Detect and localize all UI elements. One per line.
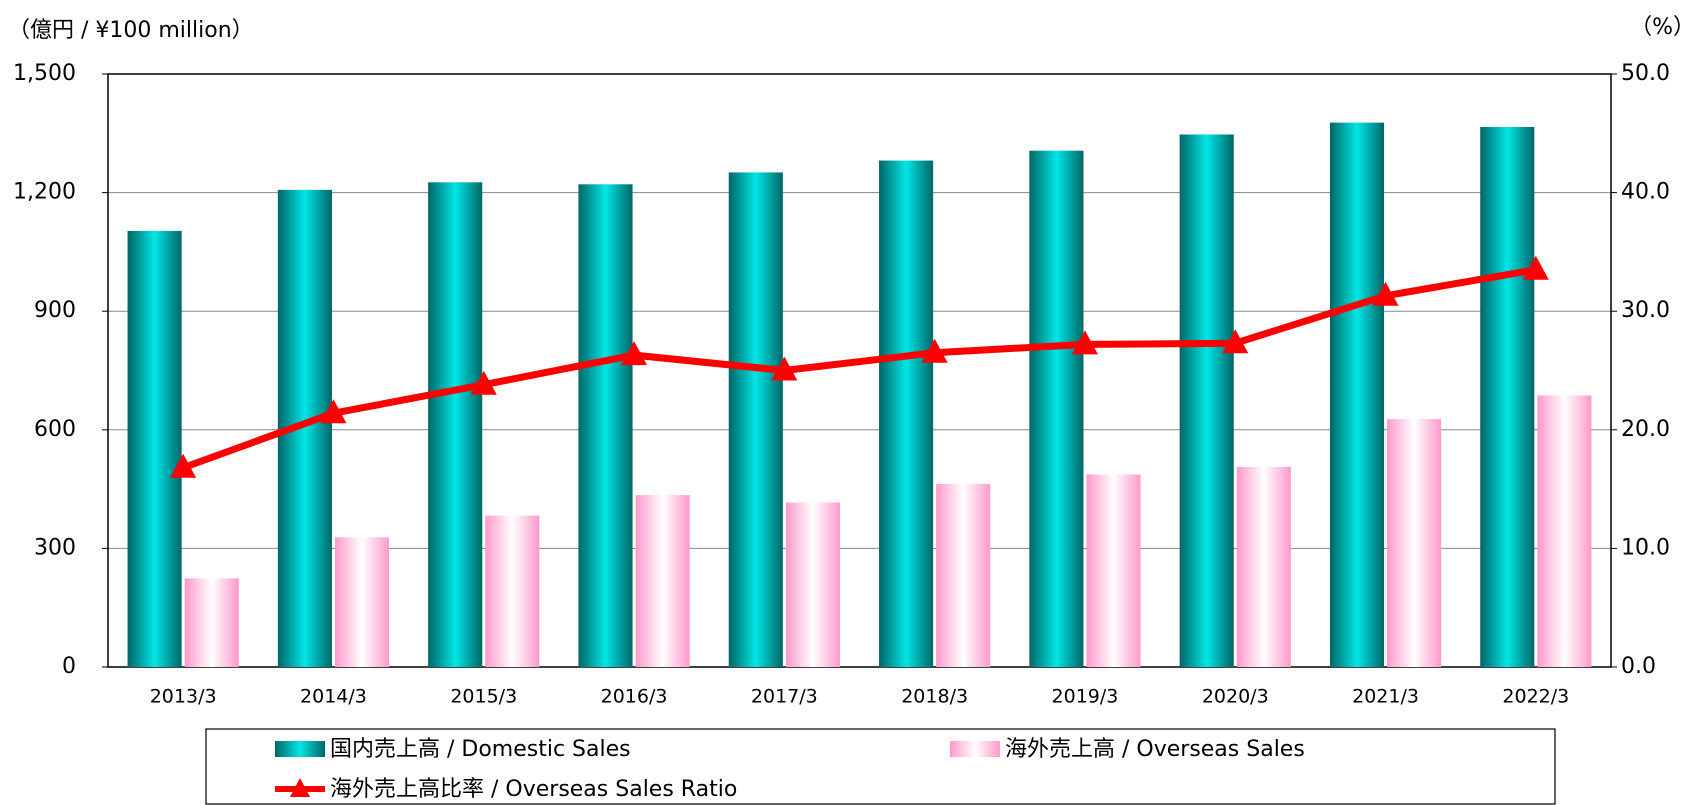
bar [1179,134,1234,668]
x-tick-label: 2016/3 [601,686,668,708]
bar [728,172,783,668]
line-marker [621,341,648,366]
line-marker [921,338,948,363]
line-marker [470,370,497,395]
y-tick-label: 900 [34,298,76,323]
line [181,266,1537,472]
legend-swatch [275,741,325,757]
y-tick-label: 0 [62,654,76,679]
bar [1537,395,1592,667]
y2-axis-label: （%） [1630,15,1695,40]
line-marker [771,356,798,381]
line-marker [170,453,197,478]
bar [485,515,540,667]
y-tick-label: 600 [34,417,76,442]
legend-label: 国内売上高 / Domestic Sales [330,737,631,762]
y2-tick-label: 40.0 [1621,180,1670,205]
bar [785,502,840,667]
x-tick-label: 2014/3 [300,686,367,708]
bar [428,182,483,667]
bar [1086,474,1141,667]
bar [578,184,633,667]
x-tick-label: 2019/3 [1052,686,1119,708]
bar [1329,122,1385,668]
bar [127,230,182,667]
x-tick-label: 2013/3 [150,686,217,708]
x-tick-label: 2020/3 [1202,686,1269,708]
bar [936,483,991,667]
line-marker [1522,255,1549,280]
bar [879,160,934,667]
y2-tick-label: 10.0 [1621,535,1670,560]
legend-label: 海外売上高 / Overseas Sales [1005,737,1305,762]
bar [184,578,239,667]
bar [1480,126,1535,667]
plot-frame [107,73,1612,668]
x-tick-label: 2022/3 [1502,686,1569,708]
y-tick-label: 1,500 [13,61,76,86]
line-marker [1372,281,1399,306]
y2-tick-label: 50.0 [1621,61,1670,86]
line-marker [1222,329,1249,354]
bar [1387,419,1442,667]
x-tick-label: 2015/3 [450,686,517,708]
y2-tick-label: 20.0 [1621,417,1670,442]
x-tick-label: 2018/3 [901,686,968,708]
legend-swatch [950,741,1000,757]
legend-swatch [290,778,310,797]
y-tick-label: 1,200 [13,180,76,205]
y-tick-label: 300 [34,535,76,560]
y2-tick-label: 0.0 [1621,654,1656,679]
x-tick-label: 2017/3 [751,686,818,708]
bar [334,537,390,667]
legend [205,728,1556,805]
line-marker [320,399,347,424]
y2-tick-label: 30.0 [1621,298,1670,323]
y-axis-label: （億円 / ¥100 million） [8,18,254,43]
x-tick-label: 2021/3 [1352,686,1419,708]
bar [1236,466,1291,667]
bar [1029,150,1084,667]
legend-label: 海外売上高比率 / Overseas Sales Ratio [330,777,737,802]
bar [635,495,690,667]
line-marker [1071,330,1098,355]
